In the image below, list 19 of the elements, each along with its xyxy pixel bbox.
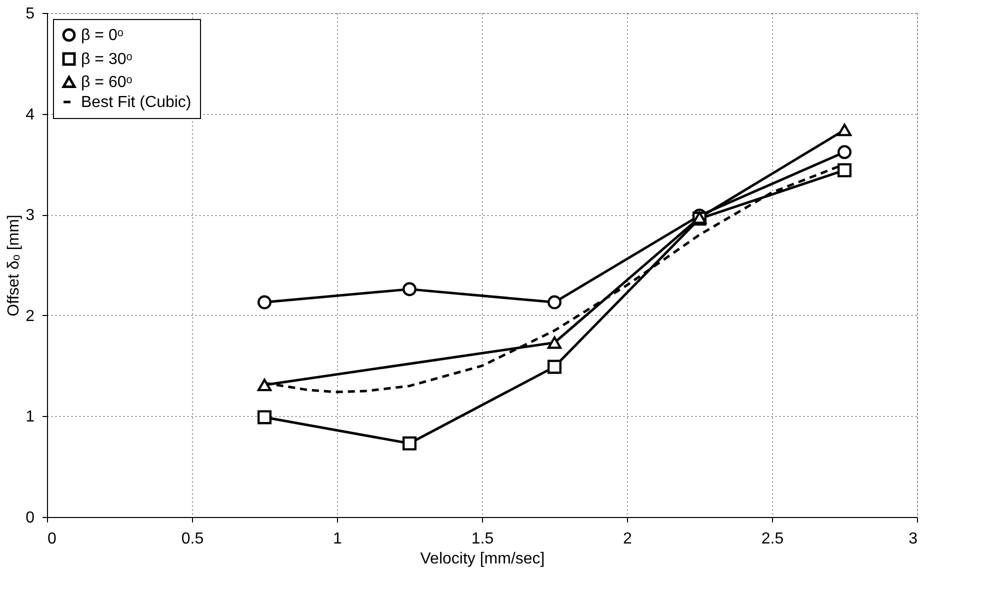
x-tick-label: 2 <box>623 530 632 548</box>
x-tick-label: 1 <box>333 530 342 548</box>
y-tick-label: 4 <box>26 106 35 124</box>
y-tick-label: 3 <box>26 207 35 224</box>
y-tick-label: 1 <box>26 408 35 426</box>
x-tick-label: 1.5 <box>471 530 494 548</box>
legend-label: Best Fit (Cubic) <box>81 94 192 111</box>
x-tick-label: 0 <box>48 530 56 548</box>
y-tick-label: 5 <box>26 6 35 22</box>
x-tick-label: 2.5 <box>761 530 784 548</box>
y-axis-title: Offset δₒ [mm] <box>6 214 23 316</box>
y-tick-label: 2 <box>26 308 35 325</box>
x-axis-title: Velocity [mm/sec] <box>420 550 545 568</box>
x-tick-label: 0.5 <box>181 530 204 548</box>
legend-label: β = 60ᵒ <box>81 74 132 91</box>
x-tick-label: 3 <box>908 530 918 548</box>
legend-label: β = 0ᵒ <box>81 27 124 44</box>
y-tick-label: 0 <box>26 510 35 526</box>
legend-label: β = 30ᵒ <box>81 51 132 68</box>
